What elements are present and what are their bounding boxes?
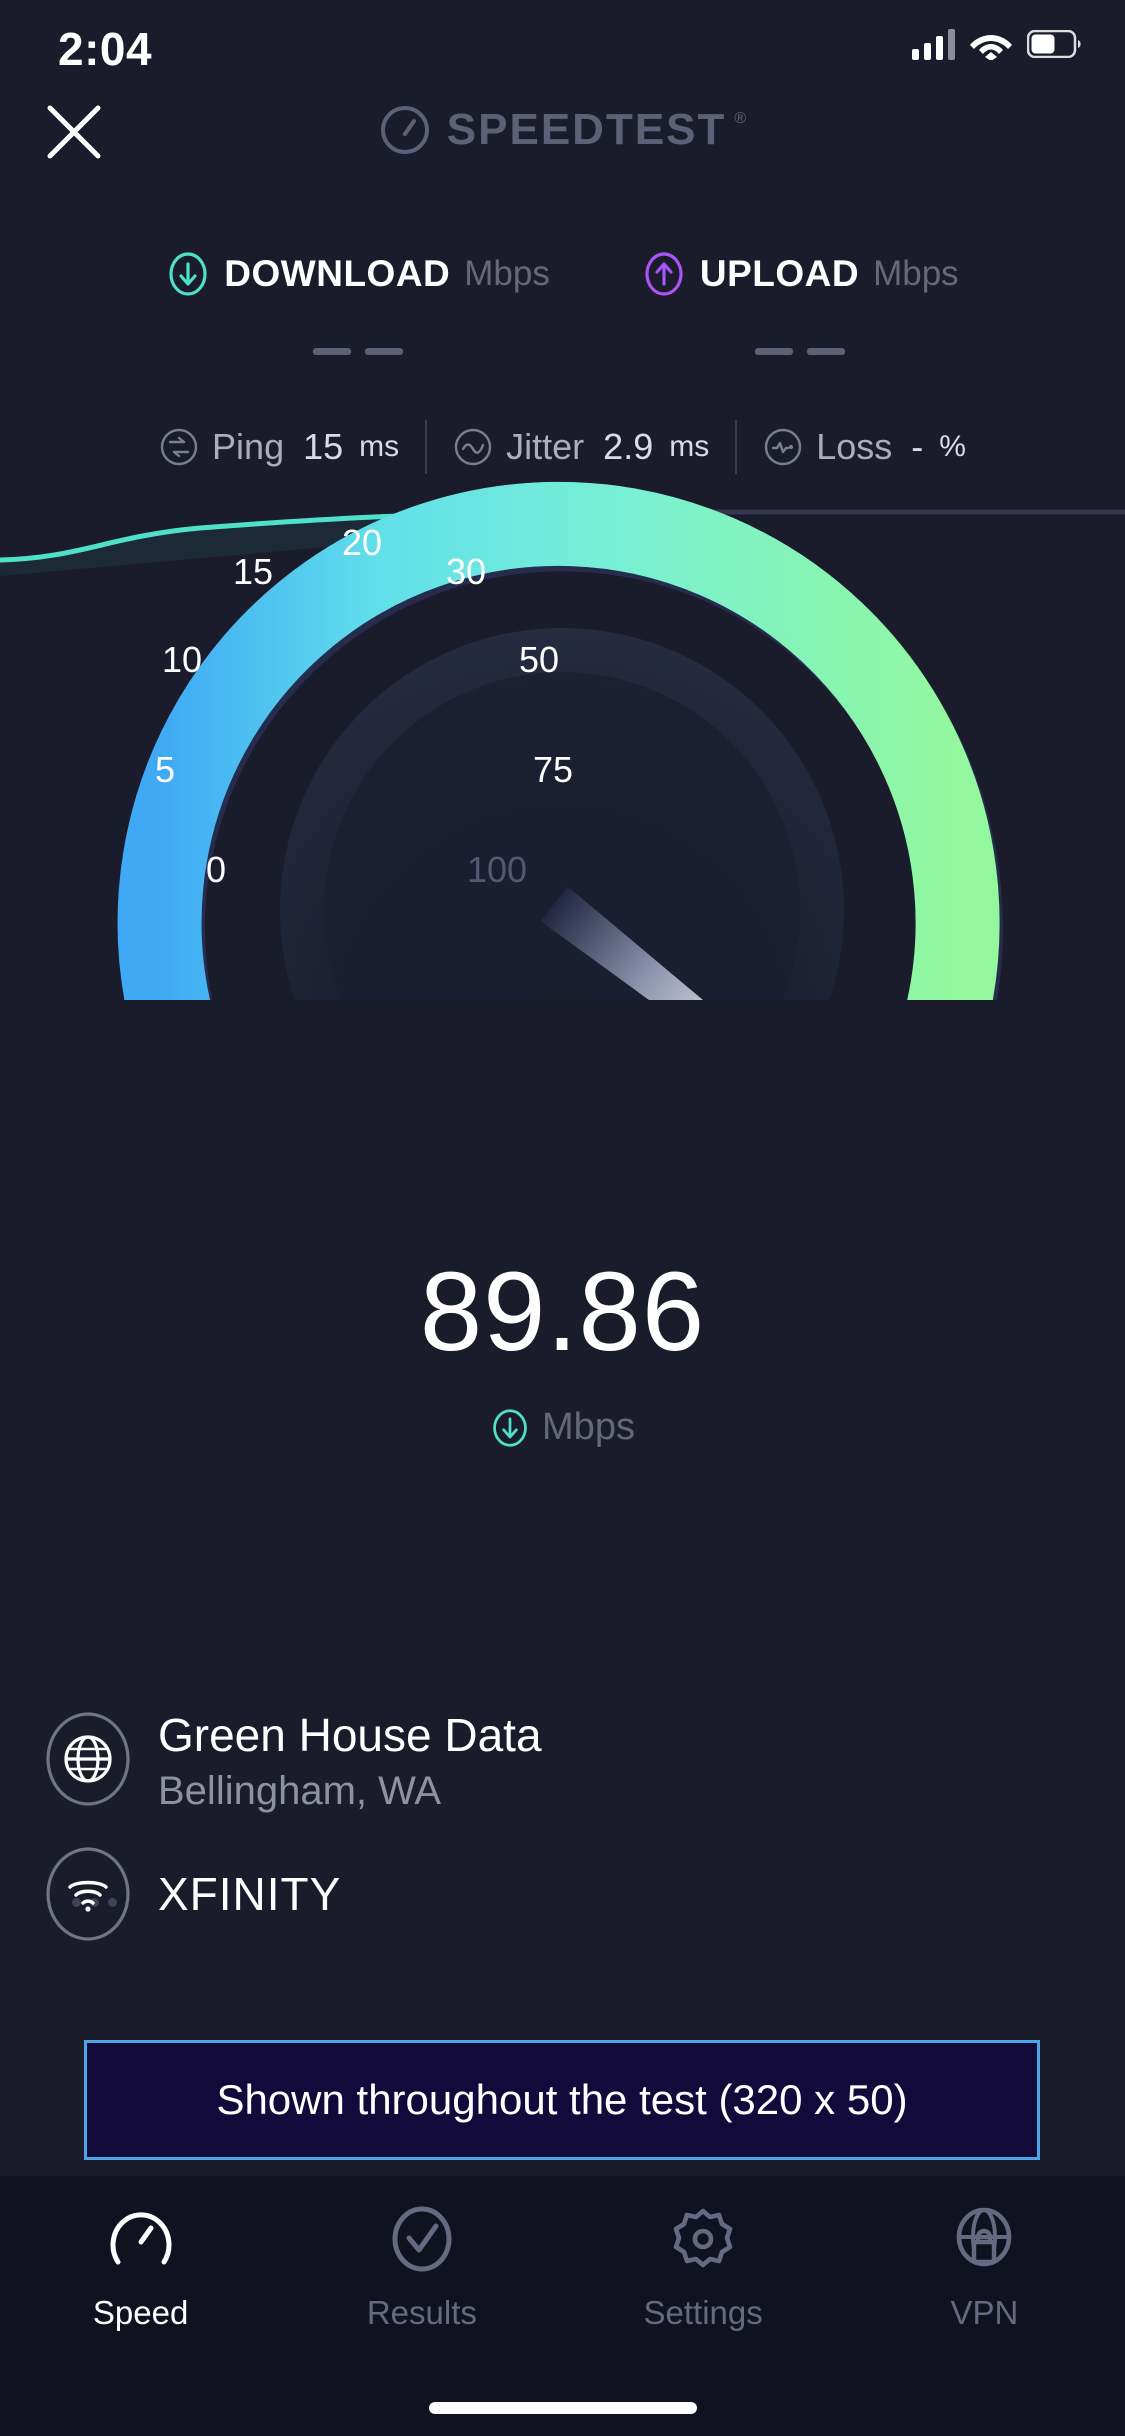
loss-icon <box>765 428 802 466</box>
tab-results[interactable]: Results <box>281 2202 562 2332</box>
isp-name: XFINITY <box>158 1868 342 1920</box>
brand-header: SPEEDTEST ® <box>0 104 1125 156</box>
tab-speed[interactable]: Speed <box>0 2202 281 2332</box>
loss-unit: % <box>939 430 966 463</box>
speedtest-gauge-logo-icon <box>380 106 429 154</box>
tab-speed-label: Speed <box>92 2294 189 2331</box>
ping-icon <box>160 428 198 466</box>
gauge-tick-75: 75 <box>532 749 574 790</box>
loss-value: - <box>911 426 924 467</box>
download-unit: Mbps <box>464 254 550 293</box>
jitter-stat: Jitter 2.9 ms <box>427 426 735 468</box>
ping-unit: ms <box>359 430 400 463</box>
current-speed-unit-row: Mbps <box>0 1406 1125 1449</box>
home-indicator[interactable] <box>428 2402 697 2414</box>
download-arrow-icon <box>169 252 207 296</box>
network-stats-row: Ping 15 ms Jitter 2.9 ms Loss - % <box>0 420 1125 474</box>
check-circle-icon <box>392 2206 452 2272</box>
ad-banner-text: Shown throughout the test (320 x 50) <box>216 2076 908 2123</box>
server-name: Green House Data <box>158 1709 542 1761</box>
status-bar-time: 2:04 <box>58 23 153 75</box>
gauge-tick-15: 15 <box>232 551 274 592</box>
loss-stat: Loss - % <box>737 426 992 468</box>
server-row[interactable]: Green House Data Bellingham, WA <box>44 1710 542 1814</box>
gauge-arc-progress <box>117 481 1000 1000</box>
ping-stat: Ping 15 ms <box>133 426 425 468</box>
upload-label: UPLOAD <box>699 253 860 294</box>
gauge-tick-50: 50 <box>518 639 560 680</box>
loss-label: Loss <box>816 426 893 467</box>
upload-value-placeholder <box>755 348 846 355</box>
status-bar: 2:04 <box>0 0 1125 100</box>
download-metric: DOWNLOAD Mbps <box>166 252 550 355</box>
speed-gauge: 0 5 10 15 20 30 50 75 100 <box>0 440 1125 1000</box>
jitter-value: 2.9 <box>603 426 654 467</box>
metrics-header-row: DOWNLOAD Mbps UPLOAD Mbps <box>0 252 1125 355</box>
stat-divider <box>425 420 428 474</box>
tab-settings[interactable]: Settings <box>563 2202 844 2332</box>
stat-divider <box>735 420 738 474</box>
upload-metric: UPLOAD Mbps <box>642 252 959 355</box>
ping-label: Ping <box>212 426 285 467</box>
ad-banner[interactable]: Shown throughout the test (320 x 50) <box>84 2040 1040 2160</box>
tab-vpn[interactable]: VPN <box>844 2202 1125 2332</box>
globe-lock-icon <box>957 2207 1012 2267</box>
current-speed-value: 89.86 <box>419 1249 706 1374</box>
gauge-tick-5: 5 <box>154 749 176 790</box>
download-arrow-icon <box>493 1408 527 1447</box>
battery-icon <box>1027 30 1081 58</box>
wifi-icon <box>46 1847 130 1941</box>
speedometer-icon <box>110 2212 172 2265</box>
jitter-icon <box>454 428 492 466</box>
upload-unit: Mbps <box>873 254 959 293</box>
gauge-needle <box>540 886 768 1000</box>
isp-row[interactable]: XFINITY <box>44 1845 341 1943</box>
download-value-placeholder <box>313 348 404 355</box>
cellular-signal-icon <box>912 28 955 60</box>
wifi-icon <box>970 35 1012 60</box>
ping-value: 15 <box>303 426 344 467</box>
tab-settings-label: Settings <box>643 2294 763 2331</box>
gauge-tick-30: 30 <box>445 551 487 592</box>
status-bar-icons <box>912 28 1081 60</box>
upload-arrow-icon <box>645 252 683 296</box>
current-speed-unit: Mbps <box>542 1406 635 1448</box>
gauge-tick-0: 0 <box>205 849 227 890</box>
server-location: Bellingham, WA <box>158 1768 442 1813</box>
gauge-tick-10: 10 <box>161 639 203 680</box>
jitter-label: Jitter <box>506 426 585 467</box>
gauge-dial-inner <box>324 672 800 1000</box>
close-icon[interactable] <box>38 96 110 168</box>
gauge-tick-100: 100 <box>466 849 528 890</box>
gear-icon <box>673 2208 733 2268</box>
bottom-tab-bar: Speed Results Settings VPN <box>0 2176 1125 2436</box>
globe-icon <box>46 1712 130 1806</box>
tab-results-label: Results <box>366 2294 477 2331</box>
brand-title: SPEEDTEST <box>446 105 727 154</box>
download-label: DOWNLOAD <box>224 253 451 294</box>
gauge-tick-20: 20 <box>341 522 383 563</box>
jitter-unit: ms <box>669 430 710 463</box>
tab-vpn-label: VPN <box>950 2294 1019 2331</box>
brand-trademark: ® <box>734 110 747 127</box>
